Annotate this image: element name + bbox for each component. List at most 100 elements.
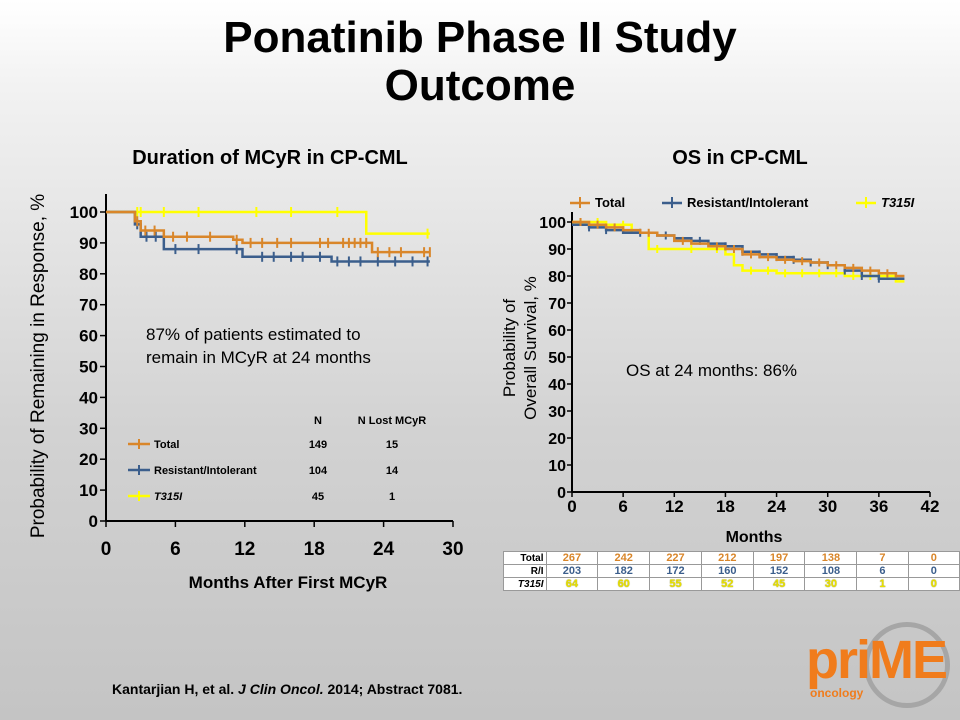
- left-legend-lost-total: 15: [386, 439, 398, 451]
- risk-table-row: R/I 203 182 172 160 152 108 6 0: [503, 564, 960, 578]
- citation-journal: J Clin Oncol.: [238, 681, 324, 697]
- left-y-tick-label: 50: [79, 358, 98, 377]
- slide-title-line-1: Ponatinib Phase II Study: [223, 13, 737, 62]
- left-y-tick-label: 0: [89, 512, 98, 531]
- left-series-line-t315i: [106, 210, 430, 235]
- left-y-tick-label: 90: [79, 234, 98, 253]
- right-x-tick-label: 42: [921, 497, 940, 516]
- right-x-tick-label: 12: [665, 497, 684, 516]
- right-y-tick-label: 50: [548, 350, 566, 367]
- slide-title-line-2: Outcome: [384, 61, 576, 110]
- right-series-line-ri: [572, 223, 905, 280]
- risk-table-row-label: Total: [503, 551, 547, 565]
- right-y-tick-label: 70: [548, 296, 566, 313]
- citation-authors: Kantarjian H, et al.: [112, 681, 235, 697]
- right-x-tick-label: 36: [869, 497, 888, 516]
- right-chart-title: OS in CP-CML: [672, 147, 808, 169]
- risk-table-cell: 203: [545, 564, 599, 578]
- risk-table-cell: 55: [649, 577, 702, 591]
- right-legend-label-ri: Resistant/Intolerant: [687, 195, 809, 210]
- left-y-tick-label: 40: [79, 388, 98, 407]
- risk-table-cell: 1: [856, 577, 909, 591]
- risk-table-cell: 267: [545, 551, 599, 565]
- risk-table-cell: 138: [804, 551, 858, 565]
- left-x-tick-label: 0: [101, 539, 112, 560]
- risk-table-cell: 242: [597, 551, 651, 565]
- right-annotation: OS at 24 months: 86%: [626, 361, 797, 380]
- risk-table-cell: 64: [545, 577, 599, 591]
- risk-table-row: Total 267 242 227 212 197 138 7 0: [503, 551, 960, 565]
- left-y-tick-label: 30: [79, 419, 98, 438]
- left-y-tick-label: 60: [79, 327, 98, 346]
- risk-table-cell: 7: [856, 551, 909, 565]
- risk-table-cell: 0: [907, 551, 960, 565]
- logo-subtext: oncology: [810, 686, 864, 700]
- left-x-tick-label: 24: [373, 539, 395, 560]
- left-legend-lost-t315i: 1: [389, 491, 395, 503]
- risk-table: Total 267 242 227 212 197 138 7 0 R/I 203 182 172 160…: [503, 551, 960, 591]
- right-x-tick-label: 18: [716, 497, 735, 516]
- left-legend-label-t315i: T315I: [154, 491, 183, 503]
- left-x-axis-label: Months After First MCyR: [189, 573, 388, 592]
- left-annotation-line-2: remain in MCyR at 24 months: [146, 348, 371, 367]
- citation: Kantarjian H, et al. J Clin Oncol. 2014;…: [112, 681, 462, 697]
- risk-table-cell: 108: [804, 564, 858, 578]
- right-x-tick-label: 30: [818, 497, 837, 516]
- right-y-tick-label: 100: [539, 215, 566, 232]
- logo-ring: [864, 622, 950, 708]
- left-legend-label-total: Total: [154, 439, 179, 451]
- right-y-tick-label: 10: [548, 458, 566, 475]
- left-y-tick-label: 10: [79, 481, 98, 500]
- risk-table-cell: 60: [597, 577, 651, 591]
- left-chart-title: Duration of MCyR in CP-CML: [132, 147, 408, 169]
- prime-oncology-logo: priME oncology: [806, 622, 950, 712]
- risk-table-cell: 182: [597, 564, 651, 578]
- right-legend-label-total: Total: [595, 195, 625, 210]
- right-x-tick-label: 6: [618, 497, 627, 516]
- risk-table-cell: 6: [856, 564, 909, 578]
- right-x-tick-label: 0: [567, 497, 576, 516]
- left-annotation-line-1: 87% of patients estimated to: [146, 325, 361, 344]
- left-legend-header-n: N: [314, 415, 322, 427]
- risk-table-cell: 30: [804, 577, 858, 591]
- left-legend-n-t315i: 45: [312, 491, 324, 503]
- left-legend-label-ri: Resistant/Intolerant: [154, 465, 257, 477]
- risk-table-cell: 160: [700, 564, 754, 578]
- risk-table-cell: 0: [907, 564, 960, 578]
- left-y-tick-label: 20: [79, 450, 98, 469]
- right-legend-label-t315i: T315I: [881, 195, 915, 210]
- right-x-tick-label: 24: [767, 497, 786, 516]
- risk-table-row: T315I 64 60 55 52 45 30 1 0: [503, 577, 960, 591]
- risk-table-cell: 172: [649, 564, 702, 578]
- citation-rest: 2014; Abstract 7081.: [327, 681, 463, 697]
- left-y-tick-label: 70: [79, 296, 98, 315]
- right-y-tick-label: 0: [557, 485, 566, 502]
- risk-table-cell: 152: [752, 564, 806, 578]
- risk-table-cell: 197: [752, 551, 806, 565]
- right-y-tick-label: 90: [548, 242, 566, 259]
- slide-title: Ponatinib Phase II Study Outcome: [0, 14, 960, 110]
- right-y-axis-label-line-1: Probability of: [500, 299, 519, 398]
- risk-table-cell: 227: [649, 551, 702, 565]
- right-y-tick-label: 60: [548, 323, 566, 340]
- left-x-tick-label: 6: [170, 539, 181, 560]
- left-x-tick-label: 12: [234, 539, 255, 560]
- left-x-tick-label: 30: [442, 539, 463, 560]
- risk-table-row-label: T315I: [503, 577, 547, 591]
- left-legend-n-ri: 104: [309, 465, 328, 477]
- left-y-tick-label: 100: [70, 203, 98, 222]
- right-y-tick-label: 40: [548, 377, 566, 394]
- right-y-axis-label-line-2: Overall Survival, %: [521, 276, 540, 420]
- risk-table-cell: 52: [700, 577, 754, 591]
- right-y-tick-label: 30: [548, 404, 566, 421]
- right-x-axis-label: Months: [726, 529, 783, 546]
- risk-table-cell: 212: [700, 551, 754, 565]
- left-legend-header-lost: N Lost MCyR: [358, 415, 427, 427]
- risk-table-cell: 45: [752, 577, 806, 591]
- left-legend-lost-ri: 14: [386, 465, 399, 477]
- logo-text: priME: [806, 630, 948, 690]
- left-y-tick-label: 80: [79, 265, 98, 284]
- right-y-tick-label: 20: [548, 431, 566, 448]
